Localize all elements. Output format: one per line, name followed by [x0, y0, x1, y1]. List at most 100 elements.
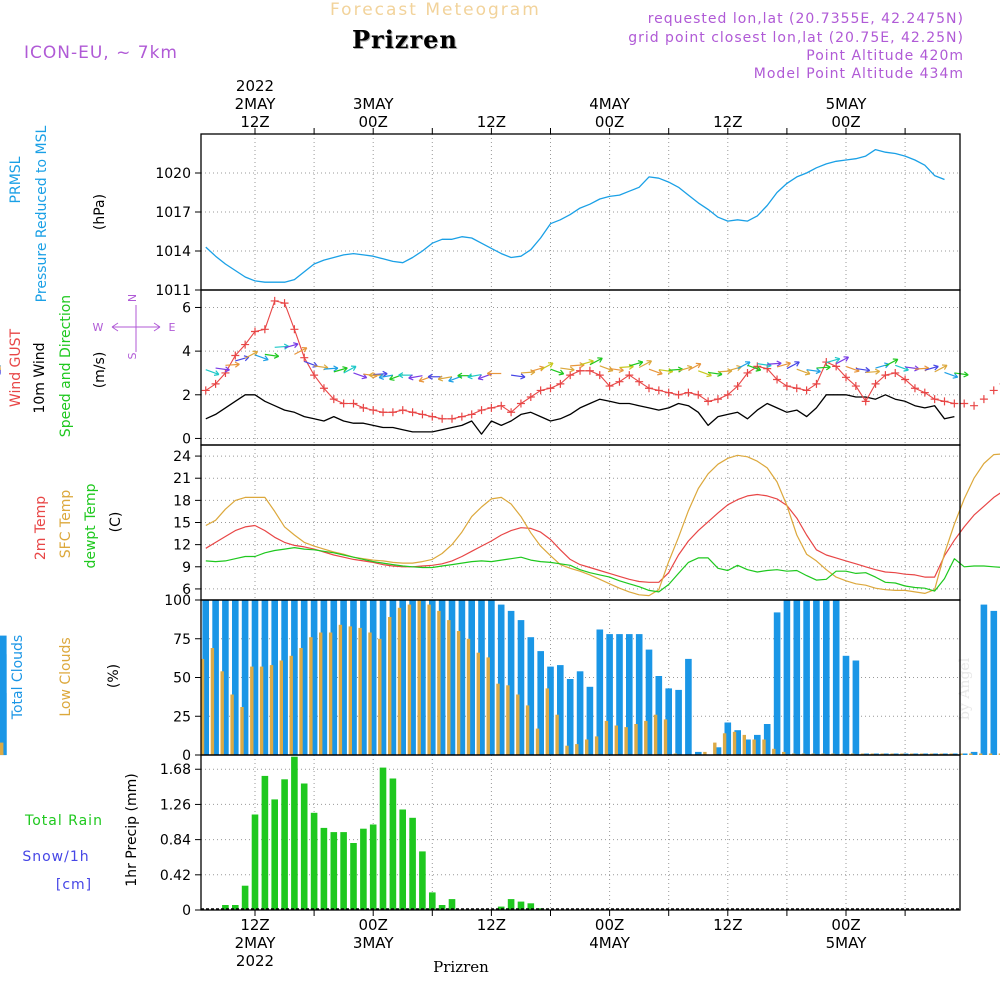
wind-arrow — [353, 372, 367, 379]
city-name: Prizren — [352, 25, 458, 54]
compass-north: N — [126, 294, 139, 302]
wind-arrow — [619, 365, 634, 369]
wind-arrow-head — [378, 373, 385, 380]
wind-arrow — [284, 343, 299, 349]
y-tick-label-temperature: 6 — [182, 582, 191, 598]
pressure-line — [205, 148, 945, 283]
time-label-top: 3MAY — [353, 95, 395, 113]
gust-marker — [379, 408, 388, 417]
low-cloud-bar — [240, 707, 244, 755]
wind-arrow-head — [963, 371, 969, 378]
wind-arrow-head — [486, 370, 492, 377]
rain-bar — [369, 824, 377, 910]
total-cloud-bar — [675, 689, 682, 755]
low-cloud-bar — [328, 632, 333, 755]
wind-arrow-head — [646, 360, 653, 366]
total-cloud-bar — [635, 634, 643, 755]
total-cloud-bar — [251, 600, 259, 755]
rain-bar — [300, 783, 308, 910]
wind-arrow — [895, 364, 909, 371]
total-cloud-bar — [399, 600, 406, 755]
total-clouds-label: Total Clouds — [10, 635, 26, 720]
low-cloud-bar — [801, 753, 806, 755]
low-cloud-bar — [604, 720, 609, 755]
total-cloud-bar — [419, 600, 426, 755]
wind-arrow — [323, 367, 338, 370]
total-cloud-bar — [596, 629, 604, 755]
low-cloud-bar — [200, 658, 205, 755]
wind-arrow — [314, 365, 329, 369]
wind-arrow — [767, 362, 782, 365]
wind-arrow-head — [234, 361, 240, 368]
low-cloud-bar — [348, 626, 352, 755]
total-cloud-bar — [497, 604, 505, 755]
total-cloud-bar — [330, 600, 338, 755]
gust-marker — [615, 377, 624, 386]
total-cloud-bar — [901, 753, 909, 755]
wind-arrow-head — [843, 356, 850, 362]
low-cloud-bar — [949, 753, 953, 755]
total-cloud-bar — [734, 730, 741, 755]
low-cloud-bar — [821, 753, 825, 755]
rain-bar — [389, 778, 397, 910]
time-label-top: 5MAY — [826, 95, 868, 113]
gust-marker — [713, 395, 722, 404]
rain-bar — [507, 899, 515, 910]
wind-arrow-head — [520, 373, 526, 380]
gust-marker — [359, 403, 368, 412]
gust-label: Wind GUST — [8, 328, 24, 407]
time-label-top: 2022 — [236, 77, 274, 95]
total-cloud-bar — [960, 753, 968, 755]
wind-arrow — [648, 368, 663, 375]
gust-marker — [290, 325, 299, 334]
y-tick-label-temperature: 9 — [182, 560, 191, 576]
time-label-bottom: 12Z — [240, 916, 269, 934]
wind-arrow — [688, 363, 702, 371]
wind-arrow — [244, 351, 258, 359]
total-cloud-bar — [852, 660, 860, 755]
total-cloud-bar — [941, 753, 948, 755]
gust-marker — [704, 397, 713, 406]
low-cloud-bar — [762, 739, 766, 755]
total-cloud-bar — [409, 600, 416, 755]
low-cloud-bar — [722, 733, 727, 755]
wind-arrow — [550, 368, 564, 375]
low-cloud-bar — [998, 753, 1000, 755]
wind-arrow — [333, 367, 348, 373]
snow-label: Snow/1h — [22, 849, 89, 865]
total-cloud-bar — [438, 600, 446, 755]
low-cloud-bar — [890, 753, 894, 755]
total-cloud-bar — [990, 610, 998, 755]
temp-dewpt-label: dewpt Temp — [83, 483, 99, 568]
rain-bar — [448, 899, 456, 910]
y-tick-label-precip: 1.68 — [160, 762, 191, 778]
time-label-top: 00Z — [831, 113, 860, 131]
model-altitude: Model Point Altitude 434m — [753, 66, 964, 82]
wind-arrow — [589, 357, 603, 366]
low-cloud-bar — [338, 624, 343, 755]
total-cloud-bar — [202, 600, 209, 755]
gust-marker — [251, 327, 259, 336]
gust-marker — [979, 395, 988, 404]
gust-marker — [635, 377, 644, 386]
y-tick-label-clouds: 100 — [164, 593, 191, 609]
gust-marker — [910, 384, 919, 393]
wind-arrow-head — [874, 368, 881, 375]
gust-marker — [733, 382, 742, 391]
temp-sfc-label: SFC Temp — [58, 490, 74, 559]
footer-city: Prizren — [433, 958, 489, 976]
low-cloud-bar — [388, 617, 392, 755]
gust-marker — [802, 386, 811, 395]
total-cloud-bar — [369, 600, 377, 755]
y-tick-label-pressure: 1014 — [155, 244, 191, 260]
total-cloud-bar — [606, 634, 613, 755]
wind-arrow-head — [342, 366, 348, 373]
wind-arrow — [786, 361, 800, 370]
total-cloud-bar — [616, 634, 623, 755]
low-cloud-bar — [782, 751, 786, 755]
low-cloud-bar — [851, 753, 855, 755]
y-tick-label-pressure: 1020 — [155, 166, 191, 182]
time-label-bottom: 4MAY — [589, 934, 631, 952]
wind-arrow-head — [273, 352, 280, 359]
